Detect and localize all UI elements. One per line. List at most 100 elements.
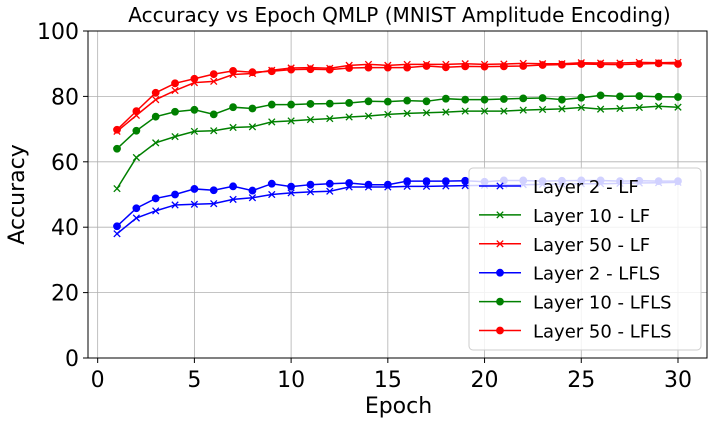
data-point [113,184,121,193]
data-point [113,222,121,231]
data-point [152,207,160,215]
data-point [577,93,586,102]
data-point [190,185,199,193]
data-point [325,99,334,108]
data-point [461,176,470,185]
data-point [306,180,315,189]
data-point [132,153,141,162]
legend-marker [496,268,504,277]
legend-marker [496,182,504,190]
data-point [654,59,663,68]
data-point [287,117,295,125]
data-point [326,114,334,123]
legend-label: Layer 50 - LF [533,235,650,256]
plot-frame [87,30,708,359]
legend-marker [496,297,504,306]
y-tick-label: 20 [51,282,79,307]
data-point [422,177,431,185]
data-point [229,123,237,132]
x-tick-label: 10 [277,368,305,393]
data-point [287,100,296,109]
data-point [267,100,276,109]
data-point [248,194,257,202]
data-point [364,97,373,106]
data-point [171,190,179,199]
data-point [383,97,392,106]
y-axis-title: Accuracy [5,144,30,244]
data-point [132,204,141,213]
legend-marker [496,326,504,335]
data-point [596,60,605,69]
data-point [152,96,160,104]
data-point [596,91,605,100]
data-point [674,93,682,101]
data-point [422,97,431,106]
data-point [190,74,199,83]
legend-label: Layer 2 - LFLS [533,264,660,285]
data-point [558,60,566,69]
axis-ticks: 0 5 10 15 20 25 30 0 20 40 60 80 100 [37,20,692,393]
data-point [577,103,585,112]
y-tick-label: 40 [51,216,79,241]
data-point [229,66,237,75]
data-point [441,177,450,185]
data-point [209,70,218,79]
data-point [616,60,624,69]
y-tick-label: 0 [65,347,79,372]
data-point [306,100,315,108]
data-point [616,92,624,101]
data-point [383,63,392,72]
data-point [248,68,257,77]
legend-box [468,167,702,351]
data-point [209,110,218,119]
data-point [480,107,489,115]
data-point [499,62,508,71]
series-line [116,105,679,190]
data-point [616,104,624,113]
y-tick-label: 80 [51,85,79,110]
data-point [190,127,199,136]
data-point [364,180,373,189]
data-point [113,125,121,134]
data-point [635,60,644,68]
data-point [403,63,412,72]
legend-label: Layer 50 - LFLS [533,322,672,343]
series-line [116,94,678,150]
data-point [480,62,489,71]
legend-label: Layer 10 - LFLS [533,293,672,314]
data-point [674,60,682,68]
data-point [635,103,643,112]
legend-label: Layer 10 - LF [533,206,650,227]
legend-item: Layer 2 - LF [479,177,639,198]
data-point [538,94,547,102]
data-point [132,107,141,116]
data-point [268,118,276,126]
data-point [461,95,470,104]
data-point [306,188,315,196]
data-point [229,195,237,204]
data-point [267,67,276,76]
data-point [210,127,218,135]
data-point [267,179,276,188]
data-point [248,104,257,113]
x-tick-label: 20 [471,368,499,393]
data-point [596,105,605,113]
data-point [132,214,141,222]
legend-item: Layer 50 - LF [479,235,650,256]
y-tick-label: 60 [51,151,79,176]
data-point [229,182,237,191]
data-point [171,86,179,95]
data-point [210,77,218,86]
data-point [403,109,411,118]
legend-item: Layer 50 - LFLS [479,322,672,343]
data-point [345,113,353,121]
series-1 [113,102,682,193]
data-point [441,94,450,103]
data-point [654,92,663,101]
data-point [171,201,179,209]
data-point [325,65,334,74]
y-tick-label: 100 [37,20,79,45]
data-point [287,182,296,191]
data-point [306,65,315,74]
data-point [325,179,334,188]
